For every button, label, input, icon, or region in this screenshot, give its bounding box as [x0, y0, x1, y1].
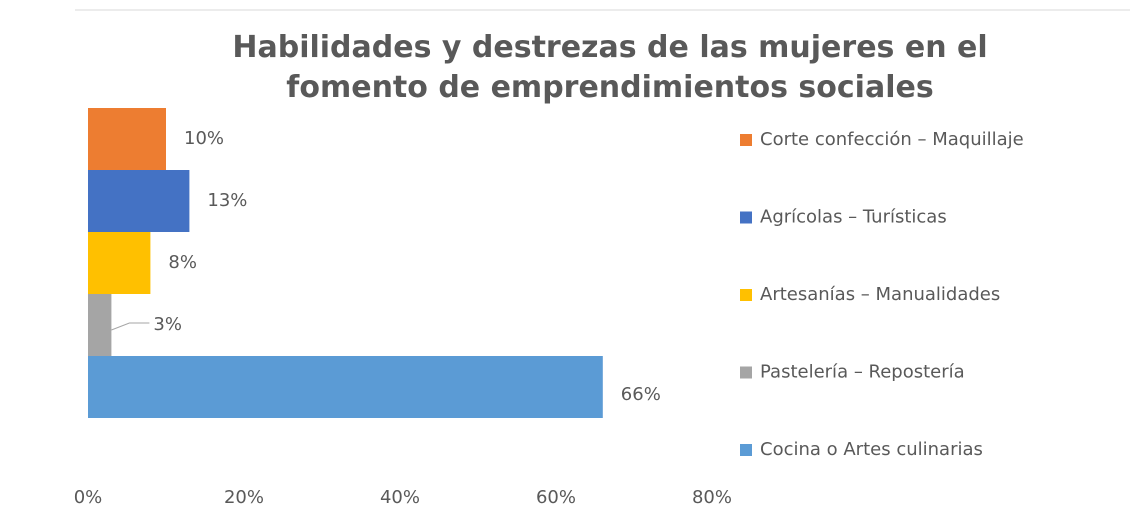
legend-swatch	[740, 134, 752, 146]
bar	[88, 294, 112, 356]
legend-swatch	[740, 444, 752, 456]
data-label: 66%	[621, 384, 661, 405]
x-tick-label: 40%	[380, 487, 420, 508]
legend-swatch	[740, 211, 752, 224]
legend-label: Pastelería – Repostería	[760, 362, 965, 383]
x-tick-label: 80%	[692, 487, 732, 508]
x-tick-label: 20%	[224, 487, 264, 508]
x-tick-label: 0%	[74, 487, 103, 508]
legend-label: Corte confección – Maquillaje	[760, 129, 1024, 150]
leader-line	[111, 322, 150, 331]
legend-label: Cocina o Artes culinarias	[760, 439, 983, 460]
legend-swatch	[740, 366, 752, 379]
bar	[88, 356, 603, 418]
data-label: 10%	[184, 128, 224, 149]
data-label: 3%	[153, 314, 182, 335]
legend-swatch	[740, 289, 752, 301]
legend-label: Agrícolas – Turísticas	[760, 207, 947, 228]
bar	[88, 170, 190, 232]
bar	[88, 232, 151, 294]
x-tick-label: 60%	[536, 487, 576, 508]
bar	[88, 108, 166, 170]
legend-label: Artesanías – Manualidades	[760, 284, 1000, 305]
chart-title: Habilidades y destrezas de las mujeres e…	[232, 30, 988, 105]
data-label: 13%	[207, 190, 247, 211]
data-label: 8%	[168, 252, 197, 273]
